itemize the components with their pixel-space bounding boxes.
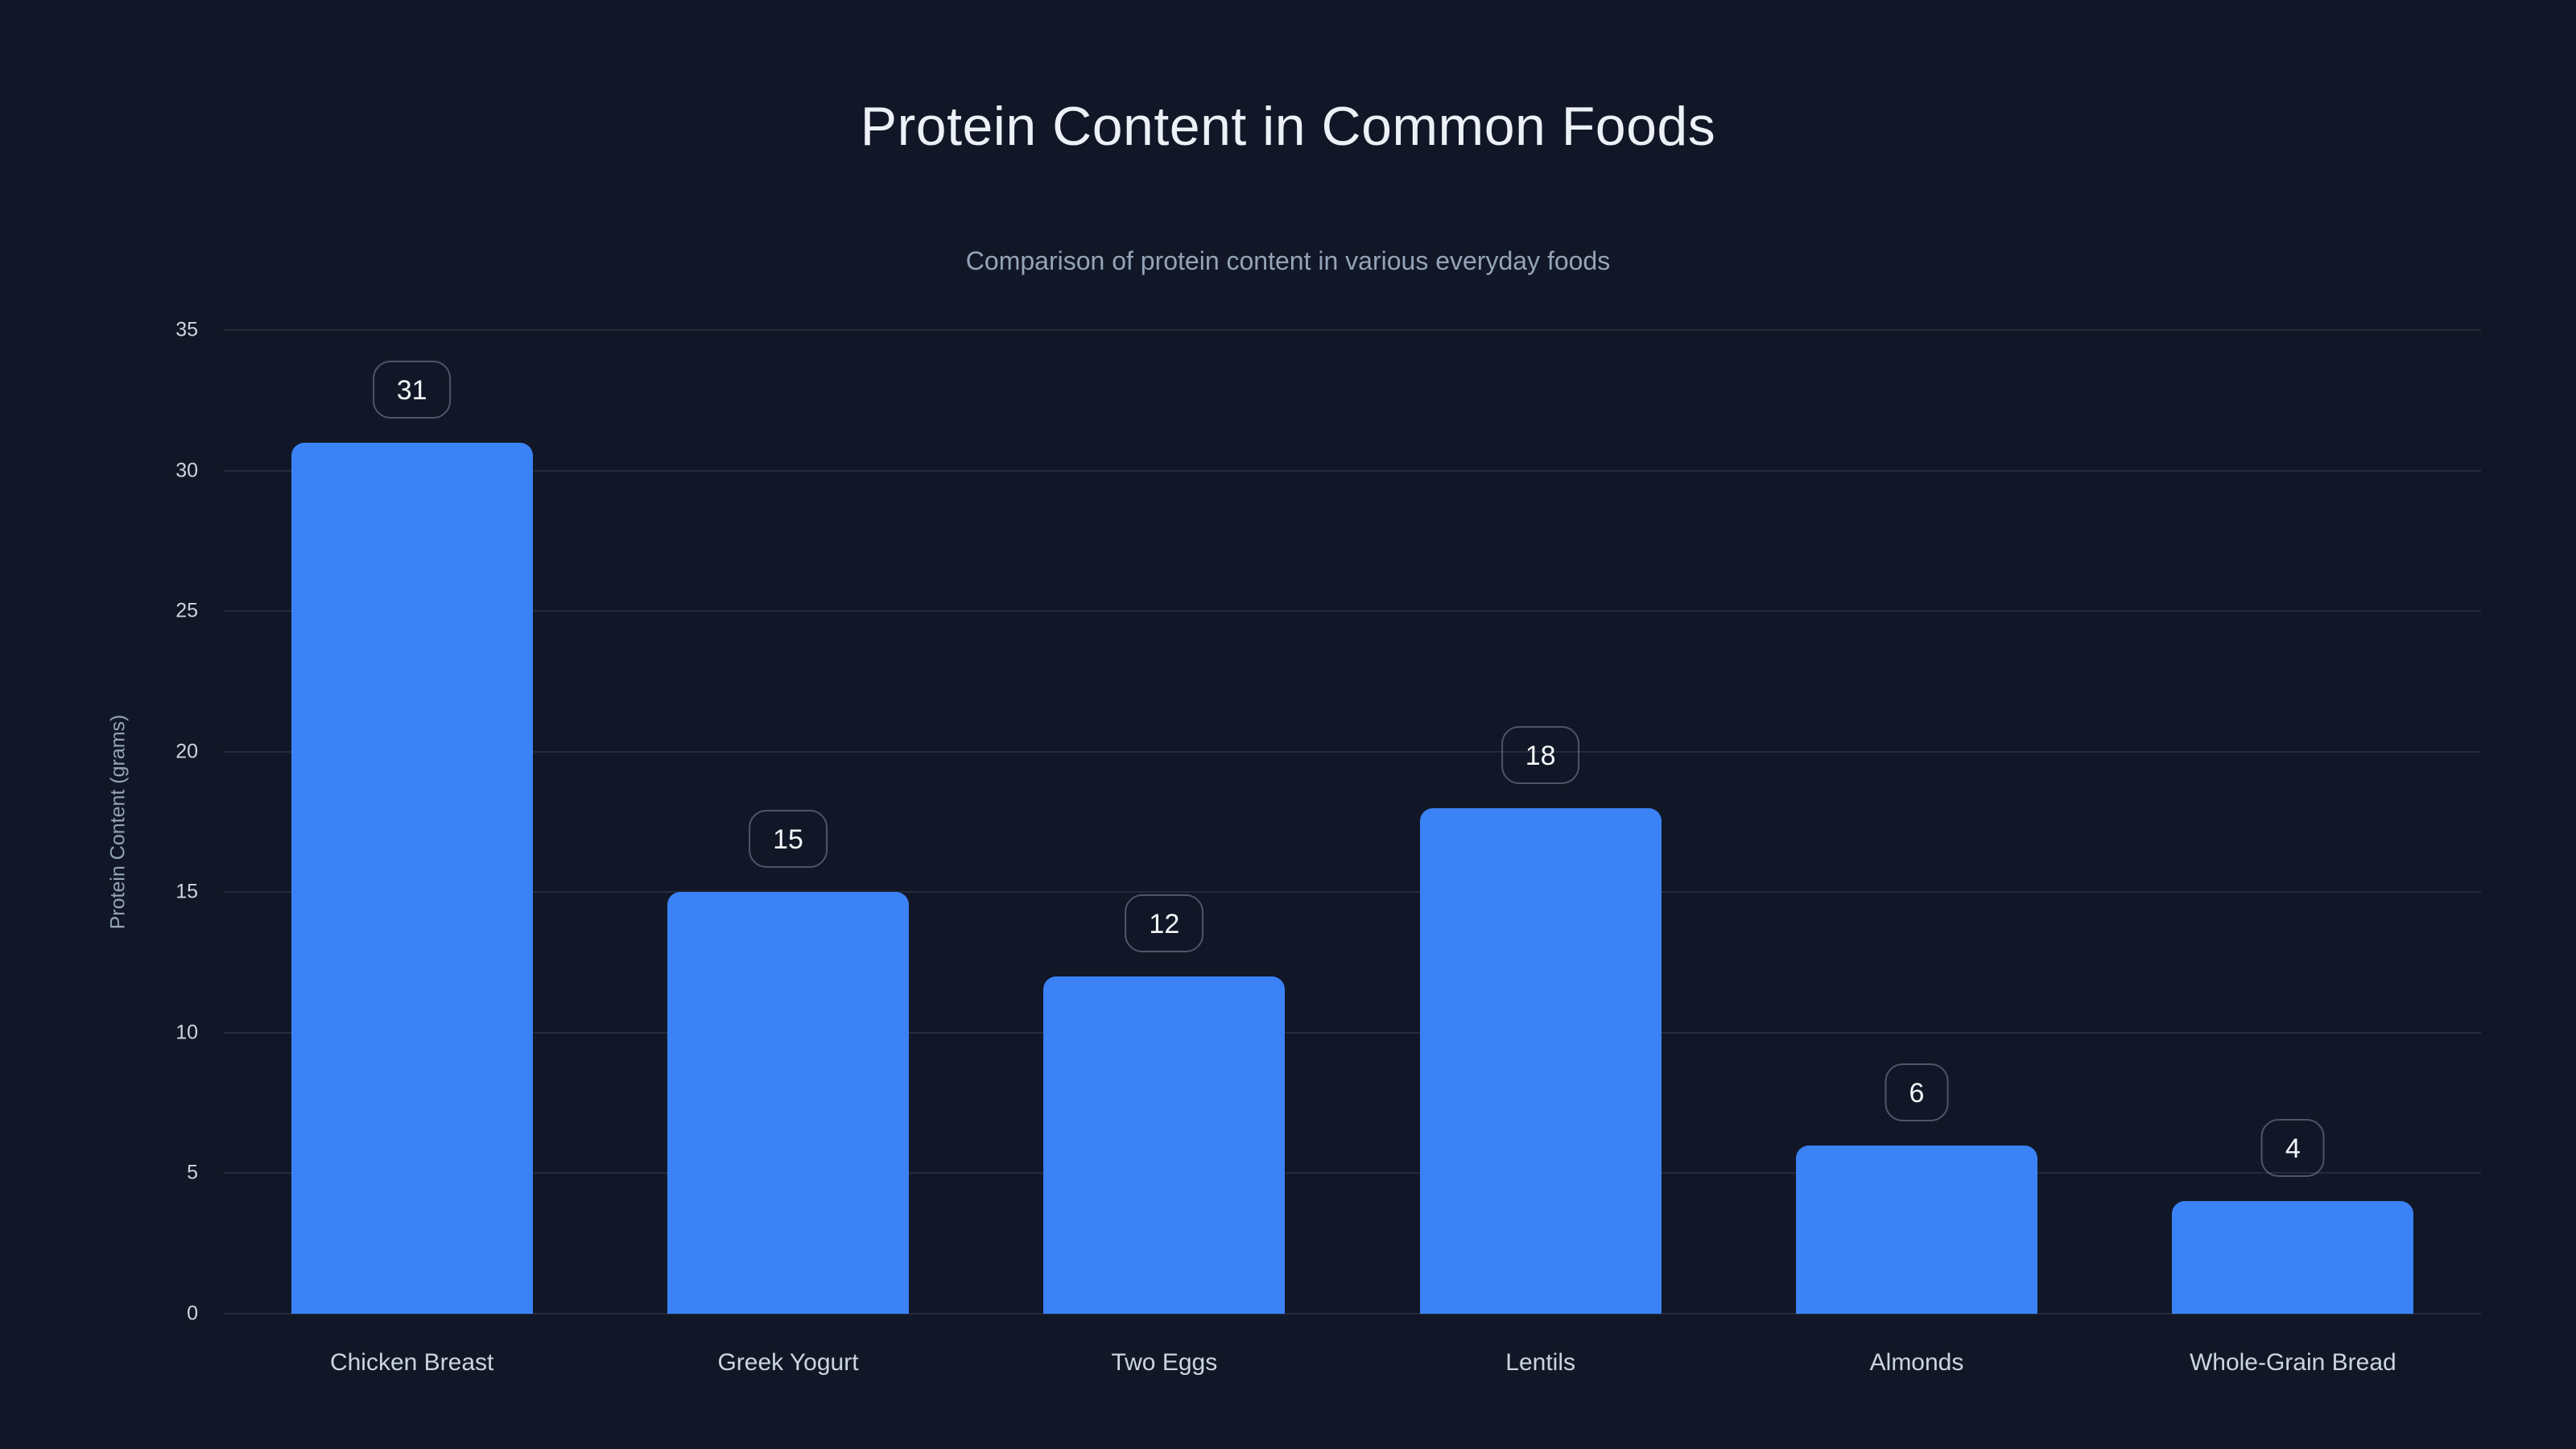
y-tick-label-25: 25 xyxy=(175,599,198,622)
value-badge-lentils: 18 xyxy=(1501,725,1580,784)
gridline-10 xyxy=(224,1031,2481,1034)
x-axis-label-two-eggs: Two Eggs xyxy=(1111,1349,1218,1376)
y-tick-label-5: 5 xyxy=(187,1161,198,1184)
chart-subtitle: Comparison of protein content in various… xyxy=(965,246,1611,275)
y-tick-label-30: 30 xyxy=(175,459,198,482)
y-tick-label-15: 15 xyxy=(175,880,198,903)
y-tick-label-20: 20 xyxy=(175,740,198,763)
x-axis-label-almonds: Almonds xyxy=(1869,1349,1964,1376)
gridline-25 xyxy=(224,610,2481,613)
y-tick-label-0: 0 xyxy=(187,1302,198,1325)
value-badge-almonds: 6 xyxy=(1885,1063,1949,1121)
gridline-30 xyxy=(224,469,2481,472)
gridline-20 xyxy=(224,750,2481,753)
x-axis-label-lentils: Lentils xyxy=(1505,1349,1576,1376)
gridline-15 xyxy=(224,891,2481,894)
y-tick-label-35: 35 xyxy=(175,318,198,341)
chart-title: Protein Content in Common Foods xyxy=(860,96,1716,157)
y-tick-label-10: 10 xyxy=(175,1021,198,1044)
x-axis-label-whole-grain-bread: Whole-Grain Bread xyxy=(2189,1349,2396,1376)
bar-two-eggs xyxy=(1043,976,1286,1314)
value-badge-chicken-breast: 31 xyxy=(372,360,452,419)
y-axis-title: Protein Content (grams) xyxy=(106,714,130,930)
bar-lentils xyxy=(1419,807,1662,1314)
x-axis-label-greek-yogurt: Greek Yogurt xyxy=(717,1349,859,1376)
plot-area: 0 5 10 15 20 25 30 35 31 Chicken Breast 15 Greek Yo… xyxy=(175,319,2481,1376)
x-axis-label-chicken-breast: Chicken Breast xyxy=(329,1349,494,1376)
value-badge-whole-grain-bread: 4 xyxy=(2260,1119,2325,1178)
gridline-35 xyxy=(224,329,2481,331)
gridline-0 xyxy=(224,1313,2481,1315)
bar-greek-yogurt xyxy=(667,892,909,1314)
bar-whole-grain-bread xyxy=(2172,1201,2414,1314)
value-badge-two-eggs: 12 xyxy=(1125,894,1204,953)
bar-chicken-breast xyxy=(291,442,533,1314)
gridline-5 xyxy=(224,1172,2481,1174)
bar-almonds xyxy=(1796,1145,2037,1314)
value-badge-greek-yogurt: 15 xyxy=(749,810,828,869)
